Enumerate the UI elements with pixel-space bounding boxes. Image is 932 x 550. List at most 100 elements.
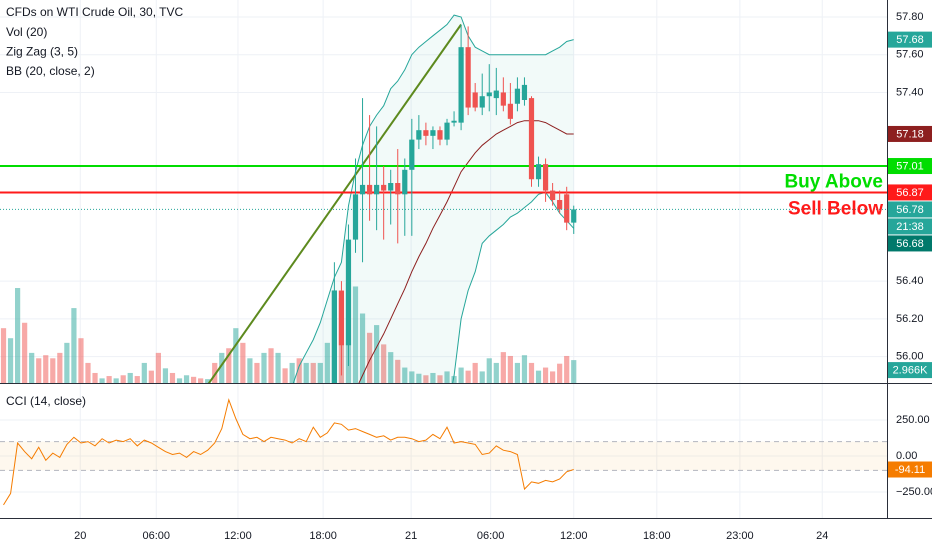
candle-body (402, 169, 408, 195)
volume-bar (275, 352, 281, 383)
grid (0, 0, 887, 518)
x-tick-label: 23:00 (726, 530, 754, 542)
volume-bar (486, 358, 492, 383)
candle-body (338, 290, 345, 346)
candle-body (352, 194, 359, 240)
volume-bar (134, 376, 140, 383)
volume-bar (402, 367, 408, 383)
chart-title: CFDs on WTI Crude Oil, 30, TVC (6, 5, 183, 19)
candle-body (493, 90, 499, 99)
price-badge (888, 201, 932, 218)
volume-bar (226, 348, 232, 383)
volume-bar (388, 352, 394, 383)
volume-bar (451, 376, 457, 383)
volume-bar (310, 362, 316, 383)
volume-bar (99, 378, 105, 383)
y-tick-label: 56.20 (896, 313, 924, 325)
volume-bar (64, 342, 70, 383)
price-badge (888, 235, 932, 252)
price-badge (888, 184, 932, 201)
candle-body (430, 130, 436, 136)
price-badge (888, 218, 932, 235)
x-tick-label: 18:00 (309, 530, 337, 542)
volume-bar (141, 362, 147, 383)
volume-bar (542, 367, 549, 383)
volume-bar (430, 372, 436, 383)
price-badge-text: 21:38 (896, 221, 924, 233)
indicator-label: BB (20, close, 2) (6, 64, 95, 78)
candle-body (521, 84, 528, 100)
volume-bar (57, 352, 63, 383)
volume-bar (14, 288, 21, 383)
volume-bar (557, 363, 563, 383)
candle-body (388, 183, 394, 191)
volume-bar (535, 370, 542, 383)
volume-bar (78, 338, 84, 383)
candle-body (571, 209, 577, 223)
volume-bar (198, 378, 204, 383)
volume-bar (500, 352, 506, 383)
price-pane (0, 14, 887, 383)
y-tick-label: 250.00 (896, 414, 930, 426)
volume-bar (571, 360, 577, 383)
x-tick-label: 06:00 (477, 530, 505, 542)
candle-body (472, 92, 478, 108)
bb-upper (292, 14, 574, 383)
volume-bar (183, 375, 190, 383)
candle-body (331, 290, 337, 383)
candle-body (345, 239, 352, 346)
candle-body (564, 194, 570, 223)
cci-pane (0, 398, 887, 506)
volume-bar (169, 372, 176, 383)
level-label: Buy Above (784, 171, 883, 192)
axes: 20 06:00 12:00 18:00 21 06:00 12:00 18:00 23:00 2… (74, 11, 932, 542)
volume-bar (303, 362, 309, 383)
candle-body (465, 47, 471, 108)
volume-bar (381, 344, 387, 383)
volume-bar (493, 362, 499, 383)
candle-body (423, 130, 429, 136)
price-badge-text: 56.78 (896, 204, 924, 216)
y-tick-label: 57.40 (896, 86, 924, 98)
cci-badge-text: -94.11 (895, 464, 925, 476)
x-tick-label: 18:00 (643, 530, 671, 542)
volume-bar (444, 371, 450, 383)
volume-bar (458, 367, 464, 383)
volume-bar (282, 368, 288, 383)
candle-body (395, 183, 401, 195)
volume-bar (289, 362, 295, 383)
candle-body (451, 120, 457, 123)
y-tick-label: −250.00 (896, 486, 932, 498)
volume-bar (437, 375, 443, 383)
volume-bar (36, 358, 42, 383)
x-tick-label: 24 (816, 530, 828, 542)
volume-bar (233, 328, 239, 383)
price-badge-text: 56.68 (896, 238, 924, 250)
volume-bar (113, 378, 119, 383)
volume-bar (0, 328, 7, 383)
zigzag (207, 23, 462, 383)
cci-band (0, 441, 887, 471)
volume-bar (550, 371, 556, 383)
volume-bar (148, 370, 154, 383)
candle-body (500, 92, 506, 106)
volume-bar (317, 362, 323, 383)
candle-body (437, 130, 443, 140)
volume-bar (127, 372, 133, 383)
candle-body (366, 184, 373, 195)
volume-bar (395, 359, 401, 383)
candle-body (542, 164, 549, 191)
indicator-label: Zig Zag (3, 5) (6, 45, 78, 59)
candle-body (486, 92, 492, 97)
x-tick-label: 06:00 (143, 530, 171, 542)
indicator-label: Vol (20) (6, 25, 47, 39)
volume-bar (366, 332, 373, 383)
volume-bar (85, 362, 91, 383)
volume-badge-text: 2.966K (893, 365, 929, 377)
volume-bar (521, 355, 528, 383)
candle-body (458, 47, 464, 123)
volume-bar (261, 352, 267, 383)
candle-body (479, 96, 485, 108)
